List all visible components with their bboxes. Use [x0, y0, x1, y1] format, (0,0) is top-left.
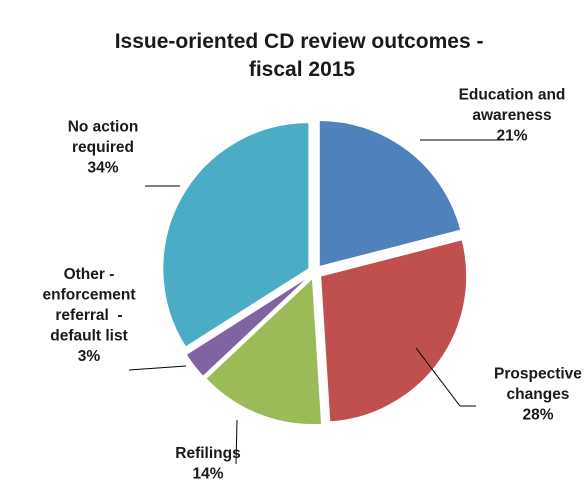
slice-label-line: No action: [68, 119, 139, 136]
leader-lines: [128, 139, 498, 465]
leader-line-1: [415, 347, 476, 407]
pie-slice-4: [162, 122, 310, 348]
slice-percent-label: 21%: [496, 128, 527, 145]
slice-label-2: Refilings 14%: [175, 445, 240, 483]
slice-label-line: Education and: [459, 87, 566, 104]
leader-line-2: [235, 419, 238, 465]
leader-line-3: [128, 365, 187, 371]
slice-label-line: enforcement: [42, 287, 135, 304]
slice-label-line: Other -: [64, 266, 115, 283]
slice-label-3: Other - enforcement referral - default list…: [42, 266, 135, 365]
slice-label-1: Prospective changes 28%: [494, 366, 582, 424]
slice-percent-label: 3%: [78, 348, 101, 365]
slice-percent-label: 34%: [87, 160, 118, 177]
slice-label-line: awareness: [472, 107, 551, 124]
chart-title-line-2: fiscal 2015: [249, 58, 356, 81]
slice-labels: Education and awareness 21% Prospective chan…: [42, 87, 582, 483]
slice-label-0: Education and awareness 21%: [459, 87, 566, 145]
slice-label-line: default list: [50, 328, 128, 345]
slice-label-line: required: [72, 139, 134, 156]
chart-title-line-1: Issue-oriented CD review outcomes -: [115, 30, 484, 53]
slice-label-4: No action required 34%: [68, 119, 139, 177]
pie-slice-0: [318, 119, 462, 268]
slice-percent-label: 28%: [522, 407, 553, 424]
slice-label-line: referral -: [55, 307, 122, 324]
pie-slice-2: [205, 277, 323, 426]
slice-label-line: changes: [507, 386, 570, 403]
slice-label-line: Prospective: [494, 366, 582, 383]
chart-title: Issue-oriented CD review outcomes - fisc…: [115, 30, 490, 81]
slice-percent-label: 14%: [192, 465, 223, 482]
pie-slices: [162, 119, 468, 426]
pie-slice-1: [320, 239, 468, 423]
pie-slice-3: [185, 275, 310, 377]
slice-label-line: Refilings: [175, 445, 240, 462]
